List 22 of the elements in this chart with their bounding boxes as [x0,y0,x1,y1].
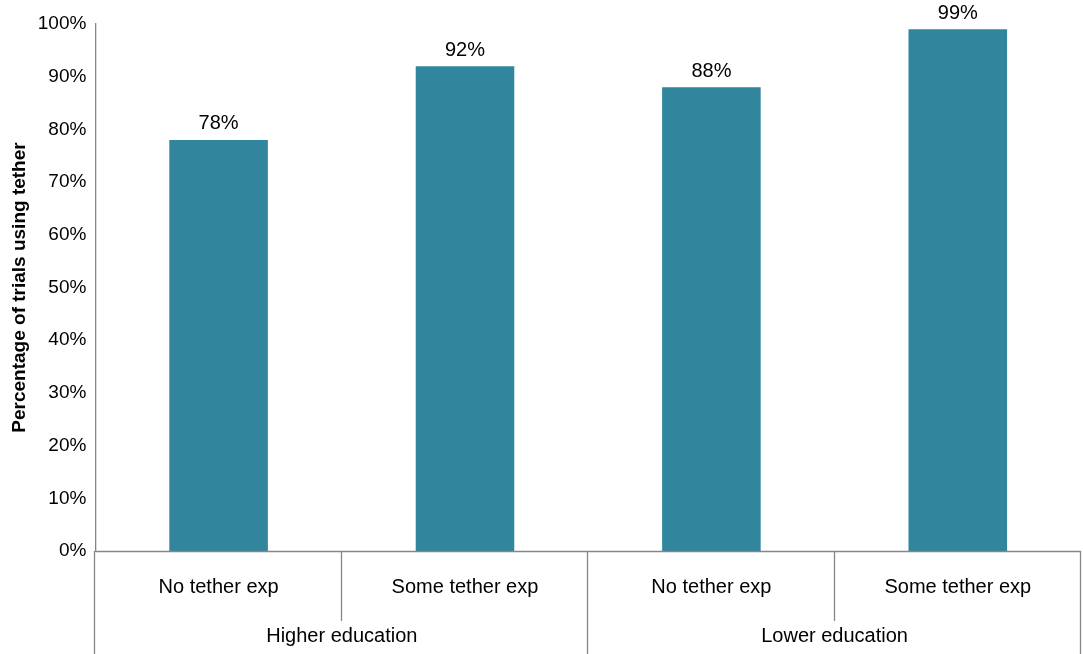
y-tick-label: 40% [48,328,87,350]
data-label: 88% [691,58,732,81]
x-tick-label: Some tether exp [884,574,1032,597]
y-tick-label: 10% [48,486,87,508]
y-tick-label: 30% [48,381,87,403]
y-tick-label: 70% [48,170,87,192]
y-axis-title: Percentage of trials using tether [7,141,29,433]
y-tick-label: 0% [58,539,87,561]
x-tick-label: Some tether exp [391,574,539,597]
y-tick-label: 100% [37,12,87,34]
y-tick-label: 60% [48,223,87,245]
y-tick-label: 90% [48,64,87,86]
y-tick-label: 50% [48,275,87,297]
text: Lower education [761,623,908,646]
data-label: 92% [444,37,486,60]
data-label: 99% [937,0,979,23]
x-tick-label: No tether exp [651,574,772,597]
y-tick-label: 80% [48,117,87,139]
data-label: 78% [198,111,239,134]
text: Higher education [266,623,418,646]
y-tick-label: 20% [48,433,87,455]
x-tick-label: No tether exp [158,574,279,597]
